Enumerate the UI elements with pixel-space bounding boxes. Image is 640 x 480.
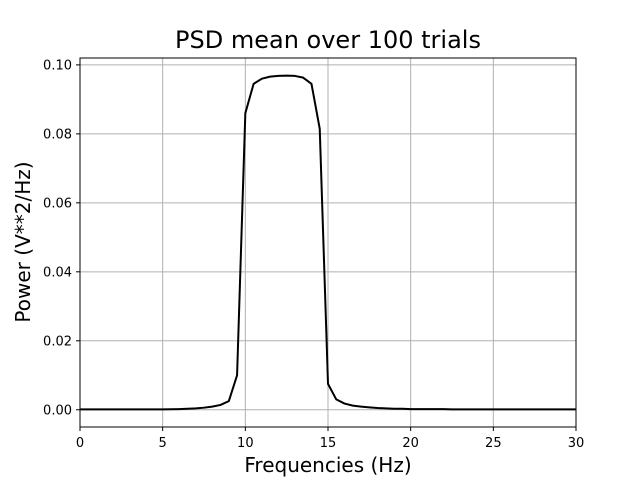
x-tick-label: 10 <box>237 436 254 451</box>
x-tick-label: 20 <box>402 436 419 451</box>
x-tick-label: 15 <box>320 436 337 451</box>
y-tick-label: 0.00 <box>43 403 72 418</box>
ticks: 0 5 10 15 20 25 30 0.00 0.02 0.04 0.06 0.08 0.10 <box>43 58 584 451</box>
x-tick-label: 25 <box>485 436 502 451</box>
y-axis-label: Power (V**2/Hz) <box>11 161 35 322</box>
x-axis-label: Frequencies (Hz) <box>244 453 411 477</box>
x-tick-label: 30 <box>568 436 585 451</box>
chart-title: PSD mean over 100 trials <box>175 26 481 54</box>
y-tick-label: 0.04 <box>43 265 72 280</box>
y-tick-label: 0.02 <box>43 334 72 349</box>
x-tick-label: 5 <box>159 436 167 451</box>
x-tick-label: 0 <box>76 436 84 451</box>
y-tick-label: 0.06 <box>43 196 72 211</box>
y-tick-label: 0.10 <box>43 58 72 73</box>
series-layer <box>80 74 576 411</box>
y-tick-label: 0.08 <box>43 127 72 142</box>
psd-line <box>80 74 576 411</box>
